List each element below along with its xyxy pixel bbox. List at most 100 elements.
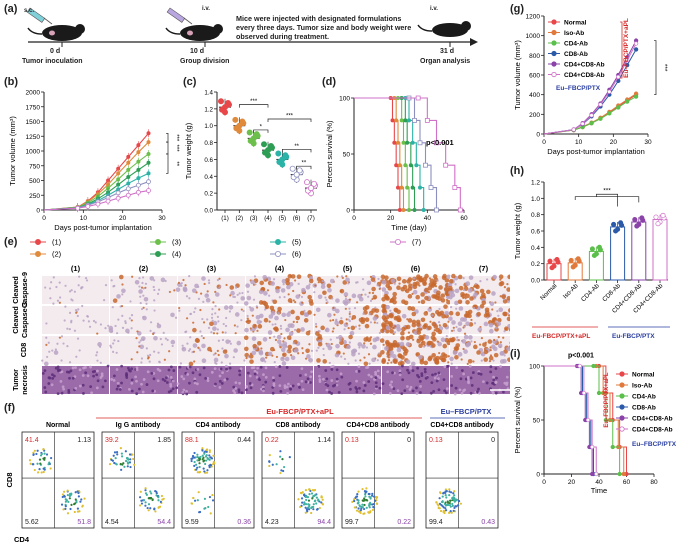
flow-event-dot <box>281 458 283 460</box>
y-tick-label: 2000 <box>26 90 41 97</box>
histology-texture <box>127 332 129 334</box>
histology-texture <box>280 357 285 362</box>
flow-event-dot <box>444 492 446 494</box>
histology-texture <box>329 362 331 364</box>
data-point <box>261 142 266 147</box>
histology-texture <box>74 366 77 369</box>
histology-texture <box>499 279 501 281</box>
histology-texture <box>221 347 223 349</box>
histology-texture <box>169 291 171 293</box>
histology-texture <box>356 301 358 303</box>
histology-texture <box>418 285 420 287</box>
data-point <box>611 222 615 226</box>
histology-texture <box>101 374 104 377</box>
data-point <box>548 259 552 263</box>
data-point <box>611 445 615 449</box>
histology-texture <box>325 383 328 386</box>
histology-texture <box>153 309 155 311</box>
histology-texture <box>62 385 65 388</box>
y-tick-label: 750 <box>29 163 40 170</box>
histology-texture <box>467 377 470 380</box>
p-value: p<0.001 <box>568 352 594 359</box>
histology-texture <box>204 283 206 285</box>
sig-stars: *** <box>661 64 668 72</box>
histology-texture <box>463 289 465 291</box>
histology-texture <box>100 323 102 325</box>
group-label-red: Eu-FBCP/PTX+aPL <box>266 407 334 416</box>
histology-texture <box>498 343 503 348</box>
histology-texture <box>330 346 332 348</box>
histology-texture <box>486 382 489 385</box>
histology-texture <box>176 287 181 292</box>
data-point <box>429 186 433 190</box>
histology-texture <box>180 375 183 378</box>
data-point <box>571 265 575 269</box>
data-point <box>608 90 612 94</box>
legend-marker <box>552 20 556 24</box>
histology-texture <box>273 336 275 338</box>
histology-texture <box>215 292 220 297</box>
histology-texture <box>130 367 133 370</box>
flow-event-dot <box>193 452 195 454</box>
histology-texture <box>271 311 276 316</box>
histology-texture <box>392 296 397 301</box>
histology-texture <box>434 360 439 365</box>
histology-texture <box>45 337 47 339</box>
histology-texture <box>330 379 333 382</box>
flow-event-dot <box>196 467 198 469</box>
legend-marker <box>620 394 624 398</box>
histology-texture <box>307 377 310 380</box>
histology-texture <box>229 310 231 312</box>
legend-marker <box>35 239 40 244</box>
histology-texture <box>348 319 350 321</box>
flow-event-dot <box>154 510 156 512</box>
histology-texture <box>218 287 220 289</box>
flow-event-dot <box>320 501 322 503</box>
flow-event-dot <box>203 453 205 455</box>
histology-texture <box>378 352 380 354</box>
flow-event-dot <box>78 495 80 497</box>
histology-texture <box>294 348 299 353</box>
histology-texture <box>109 328 114 333</box>
histology-texture <box>139 296 141 298</box>
histology-texture <box>470 392 473 395</box>
data-point <box>218 99 223 104</box>
histology-texture <box>490 301 495 306</box>
histology-texture <box>473 307 475 309</box>
histology-texture <box>467 381 470 384</box>
histology-texture <box>409 367 412 370</box>
syringe-icon <box>167 8 192 24</box>
histology-texture <box>181 391 184 394</box>
histology-texture <box>232 389 235 392</box>
flow-event-dot <box>439 507 441 509</box>
flow-event-dot <box>212 455 214 457</box>
histology-texture <box>218 340 220 342</box>
histology-texture <box>157 368 160 371</box>
histology-texture <box>471 384 474 387</box>
histology-texture <box>138 388 141 391</box>
histology-texture <box>183 286 188 291</box>
histology-texture <box>367 281 372 286</box>
flow-event-dot <box>283 466 285 468</box>
histology-texture <box>263 291 268 296</box>
histology-texture <box>51 383 54 386</box>
flow-event-dot <box>67 489 69 491</box>
histology-texture <box>291 355 296 360</box>
histology-texture <box>199 373 202 376</box>
histology-texture <box>131 276 133 278</box>
histology-texture <box>344 292 349 297</box>
histology-texture <box>143 378 146 381</box>
flow-event-dot <box>368 493 370 495</box>
y-tick-label: 0 <box>536 132 540 139</box>
data-point <box>247 130 252 135</box>
flow-event-dot <box>161 498 163 500</box>
flow-event-dot <box>211 494 213 496</box>
histology-texture <box>490 349 492 351</box>
x-tick-label: 40 <box>595 479 603 486</box>
histology-texture <box>396 309 401 314</box>
histology-texture <box>264 360 266 362</box>
histology-texture <box>145 303 147 305</box>
quadrant-value-ur: 0 <box>491 437 495 444</box>
legend-label: (4) <box>172 250 182 259</box>
histology-texture <box>247 296 252 301</box>
